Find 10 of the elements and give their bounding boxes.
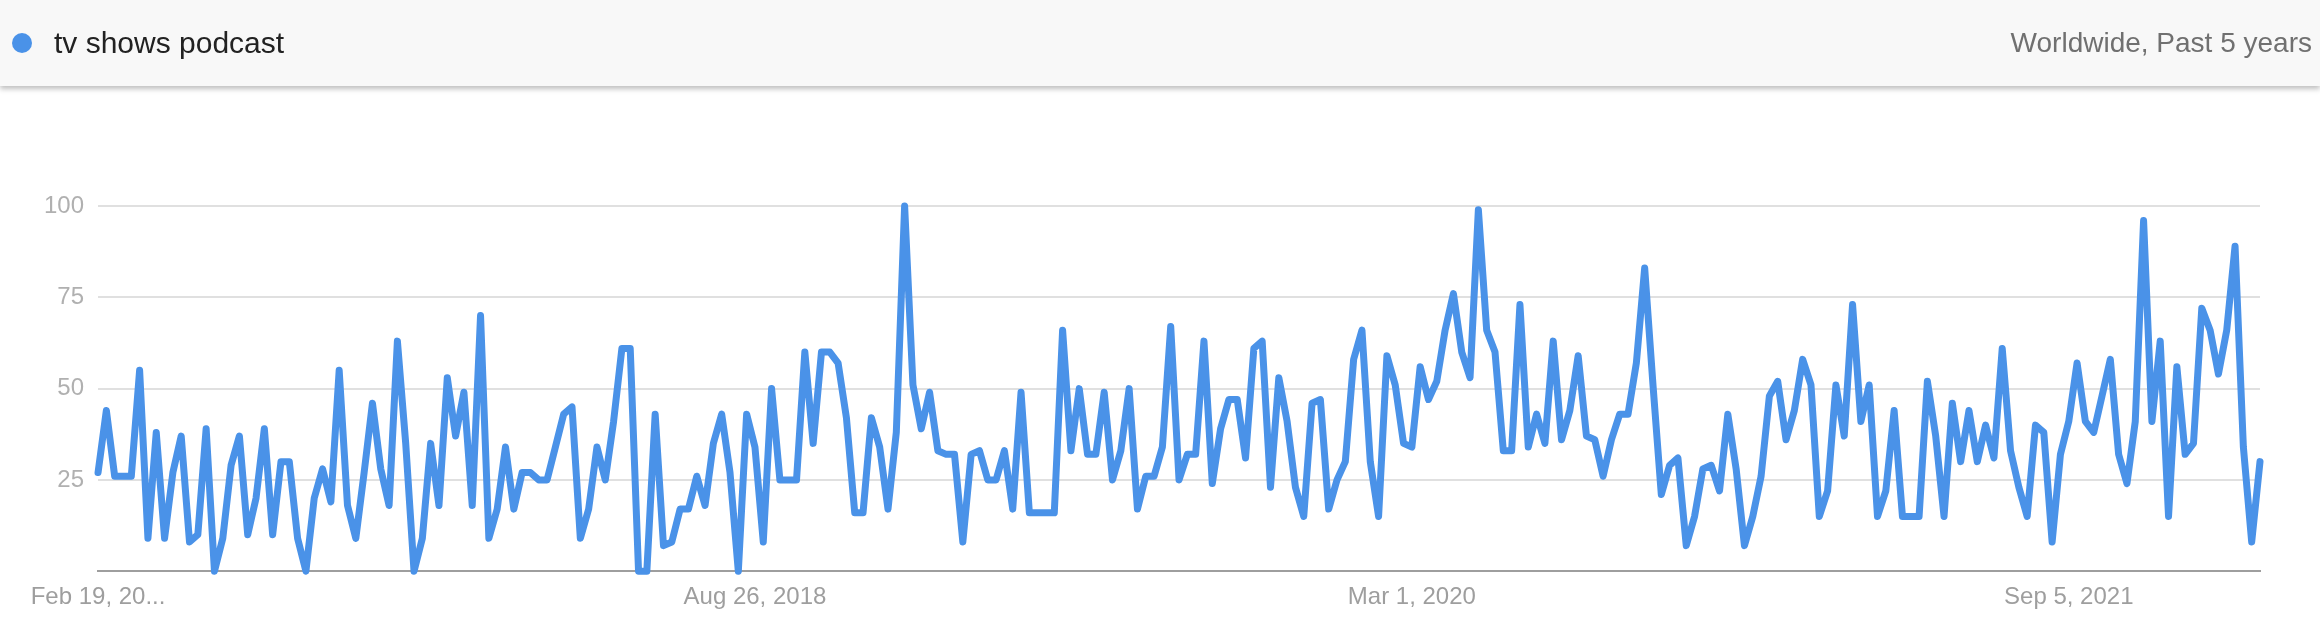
x-tick-label: Aug 26, 2018 [683,582,827,610]
y-tick-label: 75 [57,281,85,309]
x-tick-label: Feb 19, 20... [30,582,166,610]
y-tick-label: 50 [57,373,85,401]
x-tick-label: Sep 5, 2021 [2004,582,2134,610]
chart-subtitle: Worldwide, Past 5 years [2010,27,2312,59]
x-tick-label: Mar 1, 2020 [1347,582,1476,610]
legend-label: tv shows podcast [54,26,285,60]
y-tick-label: 25 [57,464,85,492]
y-tick-label: 100 [44,190,85,218]
